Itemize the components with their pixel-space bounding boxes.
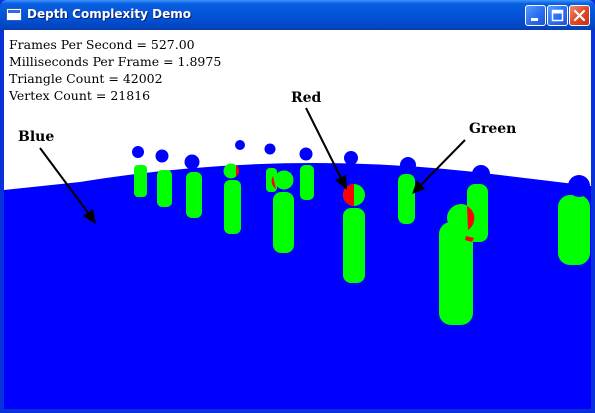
window-title: Depth Complexity Demo — [27, 7, 191, 21]
label-red: Red — [291, 90, 322, 106]
arrow-group — [39, 107, 466, 224]
ground-plane — [4, 163, 591, 409]
ms-per-frame-readout: Milliseconds Per Frame = 1.8975 — [9, 54, 222, 69]
triangle-count-readout: Triangle Count = 42002 — [9, 71, 163, 86]
title-bar[interactable]: Depth Complexity Demo — [0, 0, 595, 30]
vertex-count-readout: Vertex Count = 21816 — [9, 88, 151, 103]
window-icon[interactable] — [6, 8, 22, 21]
minimize-button[interactable] — [525, 5, 546, 26]
stats-panel: Frames Per Second = 527.00 Milliseconds … — [9, 36, 221, 104]
render-viewport[interactable]: Frames Per Second = 527.00 Milliseconds … — [4, 30, 591, 409]
maximize-icon — [551, 9, 564, 22]
label-green: Green — [469, 121, 517, 137]
fps-readout: Frames Per Second = 527.00 — [9, 37, 195, 52]
label-blue: Blue — [18, 129, 55, 145]
minimize-icon — [531, 18, 538, 21]
close-button[interactable] — [569, 5, 590, 26]
sphere-group — [132, 140, 590, 197]
close-icon — [573, 9, 586, 22]
scene-canvas — [4, 107, 591, 409]
overlap-group — [223, 163, 475, 242]
maximize-button[interactable] — [547, 5, 568, 26]
